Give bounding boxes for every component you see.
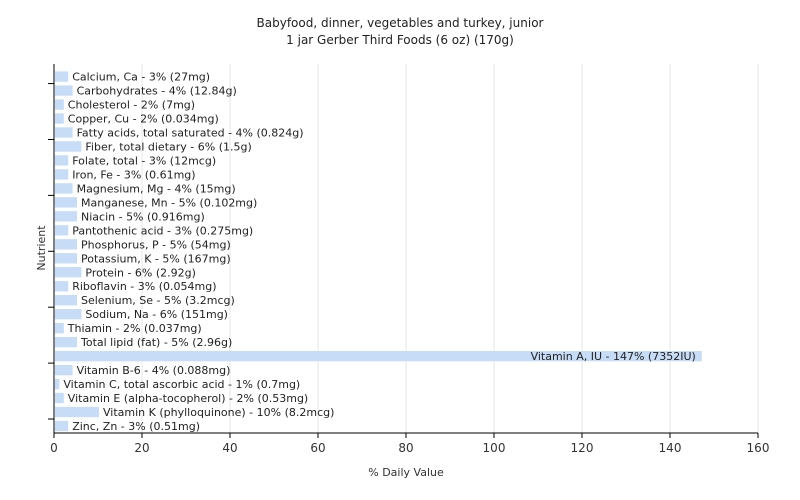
bar: [55, 392, 64, 404]
bar-label: Fatty acids, total saturated - 4% (0.824…: [77, 126, 304, 139]
bar: [55, 253, 77, 264]
x-tick-label: 60: [310, 441, 325, 455]
bar-label: Thiamin - 2% (0.037mg): [67, 322, 202, 335]
bar-label: Riboflavin - 3% (0.054mg): [72, 280, 216, 293]
bar-label: Carbohydrates - 4% (12.84g): [77, 85, 237, 98]
bar-label: Zinc, Zn - 3% (0.51mg): [72, 420, 200, 433]
chart-subtitle: 1 jar Gerber Third Foods (6 oz) (170g): [286, 33, 514, 47]
bar: [55, 322, 64, 334]
bar: [55, 211, 77, 222]
bar-label: Vitamin C, total ascorbic acid - 1% (0.7…: [63, 378, 300, 391]
bar-label: Folate, total - 3% (12mcg): [72, 154, 216, 167]
bar-label: Potassium, K - 5% (167mg): [81, 252, 231, 265]
bar-label: Vitamin B-6 - 4% (0.088mg): [77, 364, 231, 377]
bar: [55, 99, 64, 110]
bar: [55, 295, 77, 306]
bar: [55, 225, 69, 236]
bar: [55, 183, 73, 194]
bar-label: Iron, Fe - 3% (0.61mg): [72, 168, 195, 181]
bar: [55, 267, 82, 278]
x-tick-label: 40: [222, 441, 237, 455]
axes-group: [48, 64, 759, 438]
bar-label: Fiber, total dietary - 6% (1.5g): [85, 140, 251, 153]
x-tick-label: 100: [483, 441, 506, 455]
bar: [55, 197, 77, 208]
x-tick-label: 0: [50, 441, 58, 455]
x-tick-label: 120: [571, 441, 594, 455]
bar-label: Calcium, Ca - 3% (27mg): [72, 71, 210, 84]
bar: [55, 239, 77, 250]
bar-label: Cholesterol - 2% (7mg): [68, 99, 195, 112]
bar: [55, 406, 99, 418]
bar: [55, 141, 82, 152]
bar-label: Selenium, Se - 5% (3.2mcg): [81, 294, 235, 307]
bars-group: [55, 71, 702, 432]
y-axis-label: Nutrient: [35, 225, 48, 271]
bar-label: Protein - 6% (2.92g): [85, 266, 196, 279]
bar: [55, 350, 702, 362]
bar: [55, 85, 73, 96]
bar-label: Phosphorus, P - 5% (54mg): [81, 238, 231, 251]
bar: [55, 71, 69, 82]
bar: [55, 378, 60, 390]
bar: [55, 127, 73, 138]
x-axis-label: % Daily Value: [368, 466, 444, 479]
bar: [55, 281, 69, 292]
bar: [55, 364, 73, 376]
bar: [55, 309, 82, 320]
grid-lines: [141, 64, 759, 433]
bar-label: Magnesium, Mg - 4% (15mg): [77, 182, 236, 195]
bar: [55, 336, 77, 348]
bar-label: Pantothenic acid - 3% (0.275mg): [72, 224, 253, 237]
x-tick-label: 140: [659, 441, 682, 455]
bar: [55, 113, 64, 124]
bar: [55, 169, 69, 180]
bar-label: Sodium, Na - 6% (151mg): [85, 308, 228, 321]
bar-label: Vitamin E (alpha-tocopherol) - 2% (0.53m…: [68, 392, 308, 405]
bar-label: Manganese, Mn - 5% (0.102mg): [81, 196, 257, 209]
bar-label: Vitamin A, IU - 147% (7352IU): [531, 350, 696, 363]
bar-label: Copper, Cu - 2% (0.034mg): [68, 113, 219, 126]
bar-label: Vitamin K (phylloquinone) - 10% (8.2mcg): [103, 406, 334, 419]
bar-label: Niacin - 5% (0.916mg): [81, 210, 205, 223]
x-tick-label: 80: [398, 441, 413, 455]
bar: [55, 420, 69, 432]
x-tick-labels: 0 20 40 60 80 100 120 140 160: [50, 441, 769, 455]
bar-labels-group: Calcium, Ca - 3% (27mg)Carbohydrates - 4…: [63, 71, 695, 433]
bar-label: Total lipid (fat) - 5% (2.96g): [80, 336, 232, 349]
x-tick-label: 20: [134, 441, 149, 455]
x-tick-label: 160: [747, 441, 770, 455]
chart-title: Babyfood, dinner, vegetables and turkey,…: [257, 16, 544, 30]
bar: [55, 155, 69, 166]
